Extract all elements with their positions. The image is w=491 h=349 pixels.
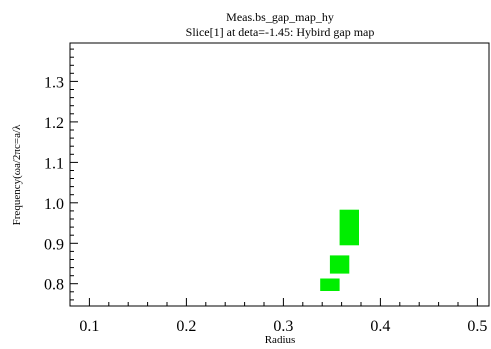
gap-region-3 [339, 209, 359, 246]
x-tick-label: 0.1 [79, 318, 99, 335]
y-tick-label: 0.9 [44, 236, 64, 253]
y-tick-label: 1.2 [44, 115, 64, 132]
y-tick-label: 1.1 [44, 155, 64, 172]
y-axis-label: Frequency(ωa/2πc=a/λ [11, 124, 23, 225]
y-tick-label: 1.0 [44, 196, 64, 213]
chart-subtitle: Slice[1] at deta=-1.45: Hybird gap map [186, 25, 375, 39]
gap-regions [320, 209, 359, 291]
y-tick-label: 1.3 [44, 74, 64, 91]
x-tick-label: 0.2 [176, 318, 196, 335]
gap-region-2 [329, 255, 350, 274]
y-axis: 0.8 0.9 1.0 1.1 1.2 1.3 [44, 48, 78, 301]
x-axis-label: Radius [265, 334, 296, 346]
x-tick-label: 0.4 [370, 318, 390, 335]
x-axis: 0.1 0.2 0.3 0.4 0.5 [69, 298, 487, 335]
x-tick-label: 0.3 [273, 318, 293, 335]
x-tick-label: 0.5 [467, 318, 487, 335]
chart-title: Meas.bs_gap_map_hy [226, 10, 334, 24]
gap-region-1 [320, 278, 340, 291]
plot-area [69, 42, 490, 307]
y-tick-label: 0.8 [44, 277, 64, 294]
